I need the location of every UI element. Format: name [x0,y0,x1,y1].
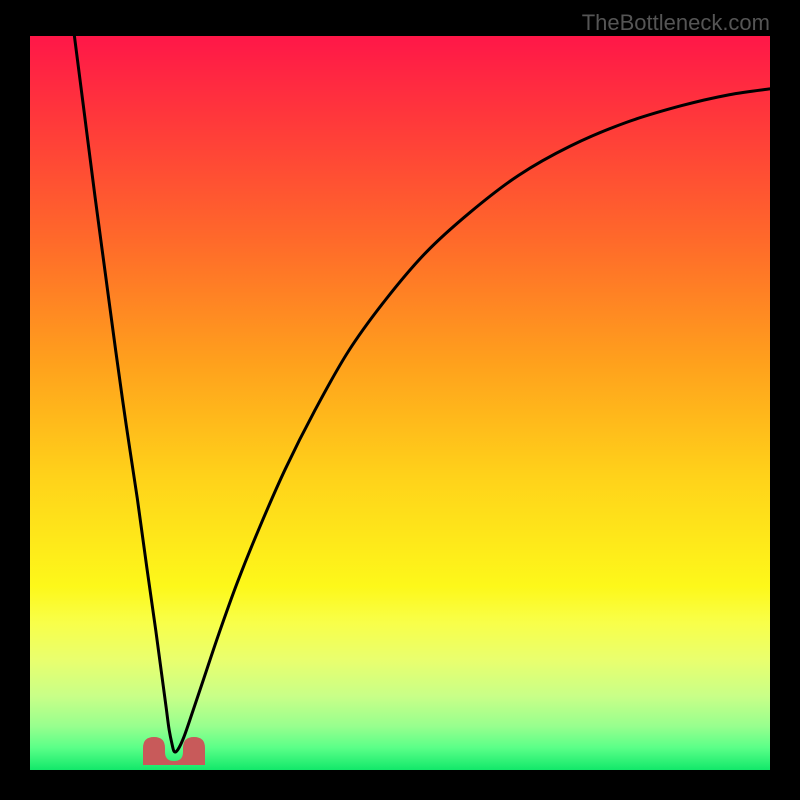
valley-marker-shape [144,738,204,764]
bottleneck-curve-svg [30,36,770,770]
plot-area [30,36,770,770]
optimal-point-marker [136,736,212,766]
watermark-text: TheBottleneck.com [582,10,770,36]
bottleneck-chart: { "watermark": { "text": "TheBottleneck.… [0,0,800,800]
bottleneck-curve [74,36,770,752]
